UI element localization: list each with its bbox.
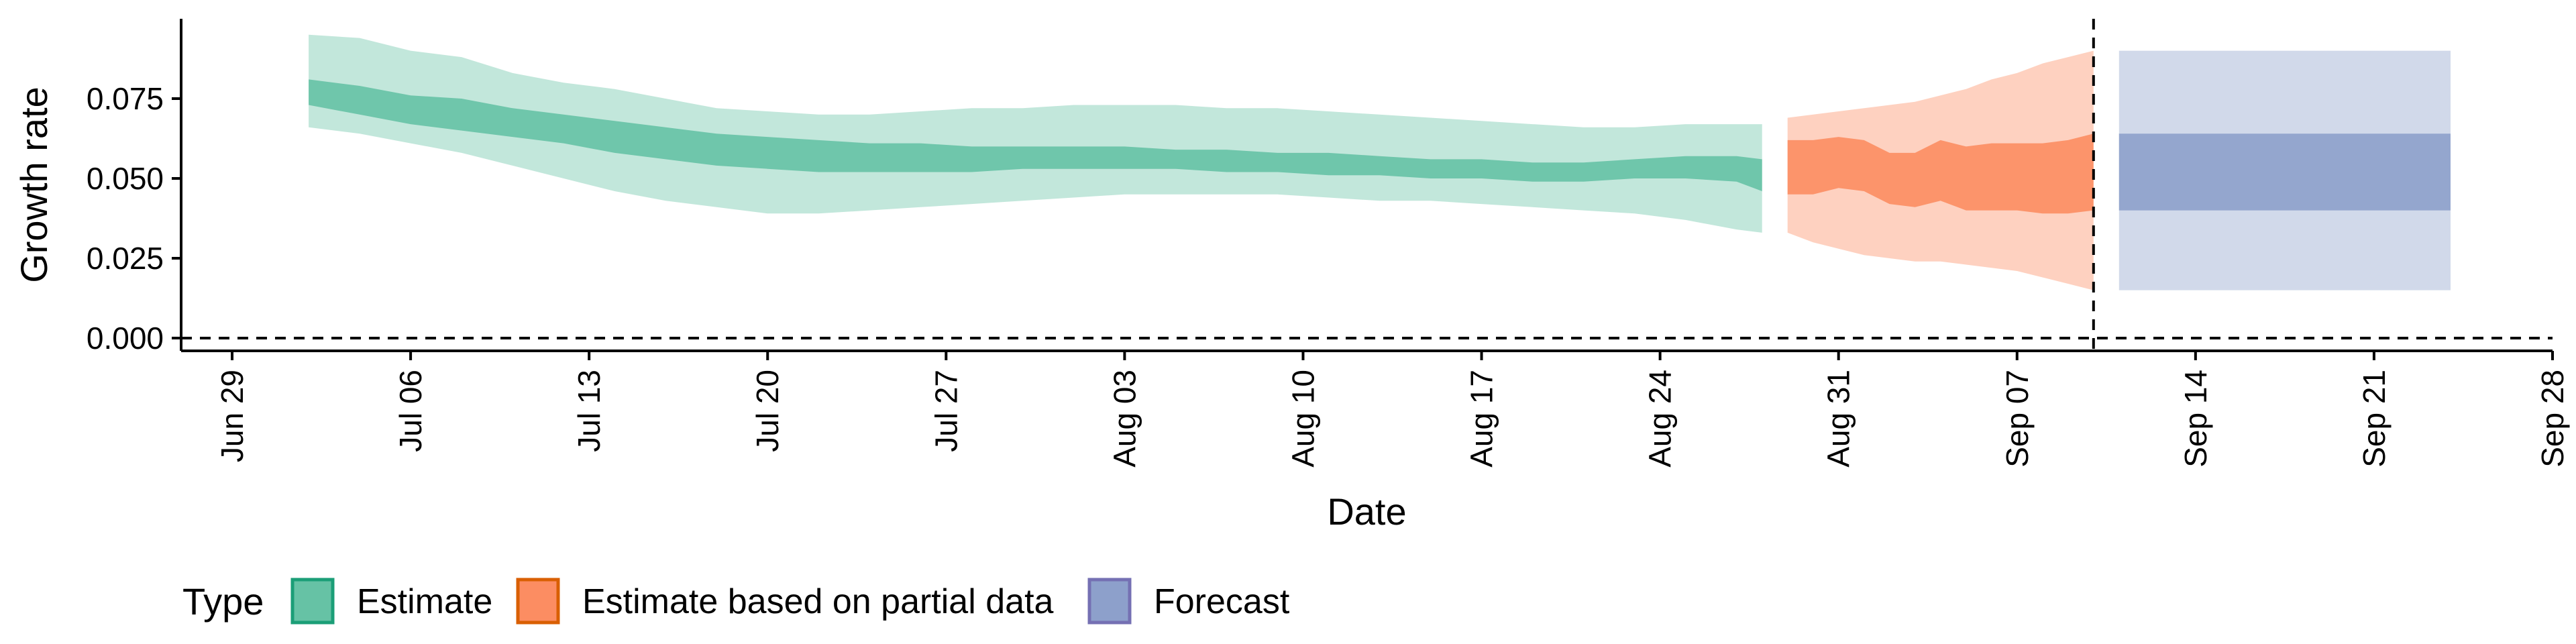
estimate-inner-band — [309, 79, 1762, 192]
estimate-outer-band — [309, 34, 1762, 233]
y-tick-label: 0.075 — [87, 81, 164, 116]
legend-swatch-estimate-based-on-partial-data — [516, 578, 560, 625]
x-tick-label: Aug 17 — [1464, 370, 1499, 468]
y-tick-label: 0.000 — [87, 321, 164, 356]
y-axis-title: Growth rate — [13, 87, 55, 283]
legend-swatch-forecast — [1087, 578, 1132, 625]
legend-label-estimate: Estimate — [357, 582, 492, 621]
x-tick-label: Sep 07 — [2000, 370, 2035, 468]
legend-title: Type — [182, 580, 264, 623]
x-tick-label: Sep 28 — [2535, 370, 2570, 468]
x-tick-label: Jun 29 — [215, 370, 250, 462]
x-tick-label: Jul 20 — [750, 370, 785, 452]
legend-label-forecast: Forecast — [1154, 582, 1290, 621]
x-tick-label: Aug 03 — [1107, 370, 1142, 468]
plot-area — [181, 19, 2553, 351]
legend-label-estimate-based-on-partial-data: Estimate based on partial data — [582, 582, 1054, 621]
legend: Type Estimate Estimate based on partial d… — [182, 578, 1290, 625]
x-tick-label: Jul 27 — [928, 370, 963, 452]
forecast-inner-band — [2118, 133, 2451, 211]
estimate-based-on-partial-data-inner-band — [1787, 133, 2094, 214]
axes: 0.000 0.025 0.050 0.075 Jun 29 Jul 06 Jul 13 Ju… — [87, 19, 2570, 468]
legend-swatch-estimate — [290, 578, 335, 625]
x-tick-label: Aug 31 — [1821, 370, 1856, 468]
x-tick-label: Aug 10 — [1285, 370, 1320, 468]
x-tick-label: Jul 06 — [393, 370, 428, 452]
x-tick-label: Jul 13 — [572, 370, 606, 452]
x-tick-label: Sep 21 — [2357, 370, 2392, 468]
y-tick-label: 0.025 — [87, 241, 164, 276]
y-tick-label: 0.050 — [87, 161, 164, 196]
x-axis-title: Date — [1327, 490, 1406, 533]
x-tick-label: Sep 14 — [2178, 370, 2213, 468]
x-tick-label: Aug 24 — [1643, 370, 1678, 468]
